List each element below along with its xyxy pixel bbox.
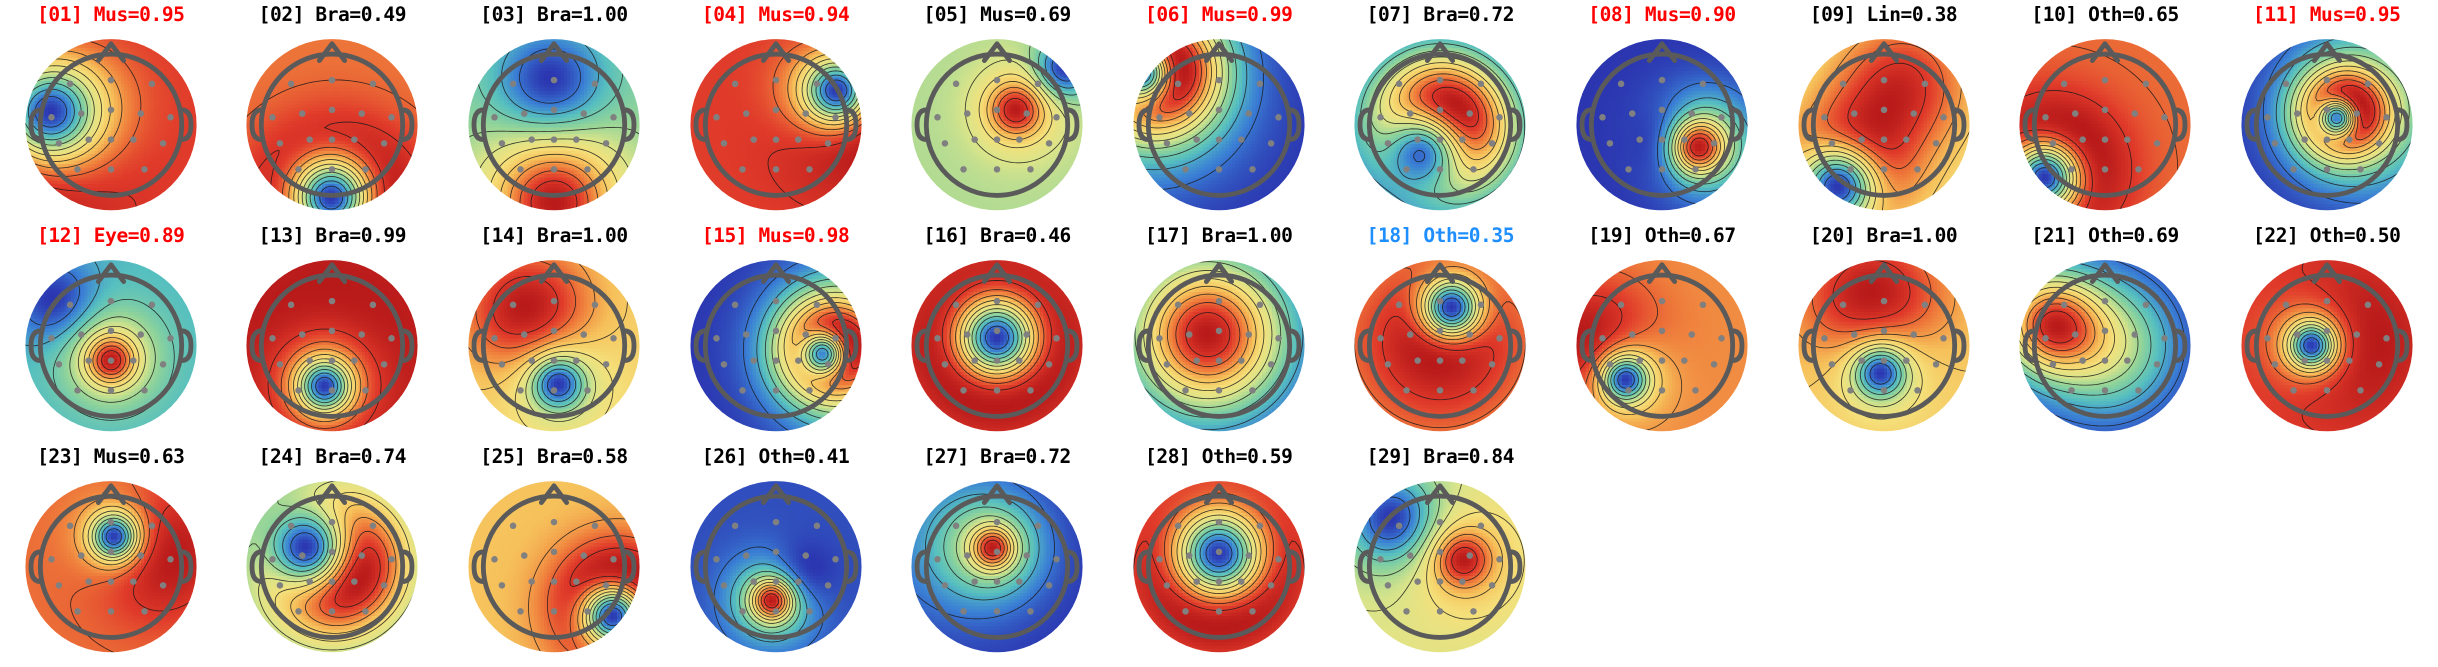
component-label: [20] Bra=1.00 [1810, 223, 1957, 249]
topomap [1347, 249, 1533, 435]
component-label: [26] Oth=0.41 [702, 444, 849, 470]
topo-cell-28[interactable]: [28] Oth=0.59 [1108, 444, 1330, 665]
topo-cell-12[interactable]: [12] Eye=0.89 [0, 223, 222, 444]
component-label: [14] Bra=1.00 [480, 223, 627, 249]
topomap [18, 28, 204, 214]
topo-cell-06[interactable]: [06] Mus=0.99 [1108, 2, 1330, 223]
topo-cell-05[interactable]: [05] Mus=0.69 [886, 2, 1108, 223]
component-label: [19] Oth=0.67 [1588, 223, 1735, 249]
component-label: [06] Mus=0.99 [1145, 2, 1292, 28]
topomap [2012, 28, 2198, 214]
component-label: [24] Bra=0.74 [259, 444, 406, 470]
topo-cell-03[interactable]: [03] Bra=1.00 [443, 2, 665, 223]
topomap [18, 249, 204, 435]
topomap [904, 249, 1090, 435]
topomap [683, 28, 869, 214]
component-label: [04] Mus=0.94 [702, 2, 849, 28]
component-label: [12] Eye=0.89 [37, 223, 184, 249]
component-label: [13] Bra=0.99 [259, 223, 406, 249]
component-label: [01] Mus=0.95 [37, 2, 184, 28]
topo-cell-15[interactable]: [15] Mus=0.98 [665, 223, 887, 444]
topo-cell-20[interactable]: [20] Bra=1.00 [1773, 223, 1995, 444]
topo-cell-16[interactable]: [16] Bra=0.46 [886, 223, 1108, 444]
topo-cell-27[interactable]: [27] Bra=0.72 [886, 444, 1108, 665]
topomap [1791, 28, 1977, 214]
topo-cell-21[interactable]: [21] Oth=0.69 [1994, 223, 2216, 444]
topo-cell-02[interactable]: [02] Bra=0.49 [222, 2, 444, 223]
component-label: [05] Mus=0.69 [923, 2, 1070, 28]
topo-row-3: [23] Mus=0.63 [24] Bra=0.74 [25] Bra=0.58 [… [0, 444, 2438, 665]
topomap [683, 249, 869, 435]
topomap [18, 470, 204, 656]
component-label: [29] Bra=0.84 [1367, 444, 1514, 470]
topomap [461, 28, 647, 214]
component-label: [02] Bra=0.49 [259, 2, 406, 28]
topo-cell-17[interactable]: [17] Bra=1.00 [1108, 223, 1330, 444]
component-label: [17] Bra=1.00 [1145, 223, 1292, 249]
topo-cell-04[interactable]: [04] Mus=0.94 [665, 2, 887, 223]
topomap [1347, 470, 1533, 656]
component-label: [16] Bra=0.46 [923, 223, 1070, 249]
component-label: [11] Mus=0.95 [2253, 2, 2400, 28]
component-label: [25] Bra=0.58 [480, 444, 627, 470]
topo-cell-14[interactable]: [14] Bra=1.00 [443, 223, 665, 444]
topomap [239, 249, 425, 435]
topomap [904, 28, 1090, 214]
topo-row-2: [12] Eye=0.89 [13] Bra=0.99 [14] Bra=1.00 [… [0, 223, 2438, 444]
topo-cell-22[interactable]: [22] Oth=0.50 [2216, 223, 2438, 444]
component-label: [21] Oth=0.69 [2031, 223, 2178, 249]
topomap [2234, 28, 2420, 214]
topo-cell-23[interactable]: [23] Mus=0.63 [0, 444, 222, 665]
component-label: [27] Bra=0.72 [923, 444, 1070, 470]
topomap [1126, 249, 1312, 435]
topomap [904, 470, 1090, 656]
topo-cell-10[interactable]: [10] Oth=0.65 [1994, 2, 2216, 223]
topomap [461, 249, 647, 435]
component-label: [03] Bra=1.00 [480, 2, 627, 28]
topomap [1347, 28, 1533, 214]
topomap [2012, 249, 2198, 435]
topomap [683, 470, 869, 656]
topo-cell-25[interactable]: [25] Bra=0.58 [443, 444, 665, 665]
component-label: [23] Mus=0.63 [37, 444, 184, 470]
topo-cell-09[interactable]: [09] Lin=0.38 [1773, 2, 1995, 223]
topo-cell-01[interactable]: [01] Mus=0.95 [0, 2, 222, 223]
topo-cell-24[interactable]: [24] Bra=0.74 [222, 444, 444, 665]
topomap [1126, 28, 1312, 214]
component-label: [09] Lin=0.38 [1810, 2, 1957, 28]
topomap [1791, 249, 1977, 435]
component-label: [22] Oth=0.50 [2253, 223, 2400, 249]
topo-cell-18[interactable]: [18] Oth=0.35 [1330, 223, 1552, 444]
topomap [1126, 470, 1312, 656]
topomap [239, 28, 425, 214]
topo-cell-08[interactable]: [08] Mus=0.90 [1551, 2, 1773, 223]
component-label: [15] Mus=0.98 [702, 223, 849, 249]
component-label: [08] Mus=0.90 [1588, 2, 1735, 28]
topo-cell-26[interactable]: [26] Oth=0.41 [665, 444, 887, 665]
component-label: [10] Oth=0.65 [2031, 2, 2178, 28]
topomap [461, 470, 647, 656]
topo-cell-19[interactable]: [19] Oth=0.67 [1551, 223, 1773, 444]
component-label: [18] Oth=0.35 [1367, 223, 1514, 249]
topomap [1569, 28, 1755, 214]
topo-cell-13[interactable]: [13] Bra=0.99 [222, 223, 444, 444]
topomap [2234, 249, 2420, 435]
component-label: [28] Oth=0.59 [1145, 444, 1292, 470]
component-label: [07] Bra=0.72 [1367, 2, 1514, 28]
topo-cell-29[interactable]: [29] Bra=0.84 [1330, 444, 1552, 665]
topo-row-1: [01] Mus=0.95 [02] Bra=0.49 [03] Bra=1.00 [… [0, 2, 2438, 223]
topo-cell-07[interactable]: [07] Bra=0.72 [1330, 2, 1552, 223]
topomap [1569, 249, 1755, 435]
topomap [239, 470, 425, 656]
topo-cell-11[interactable]: [11] Mus=0.95 [2216, 2, 2438, 223]
